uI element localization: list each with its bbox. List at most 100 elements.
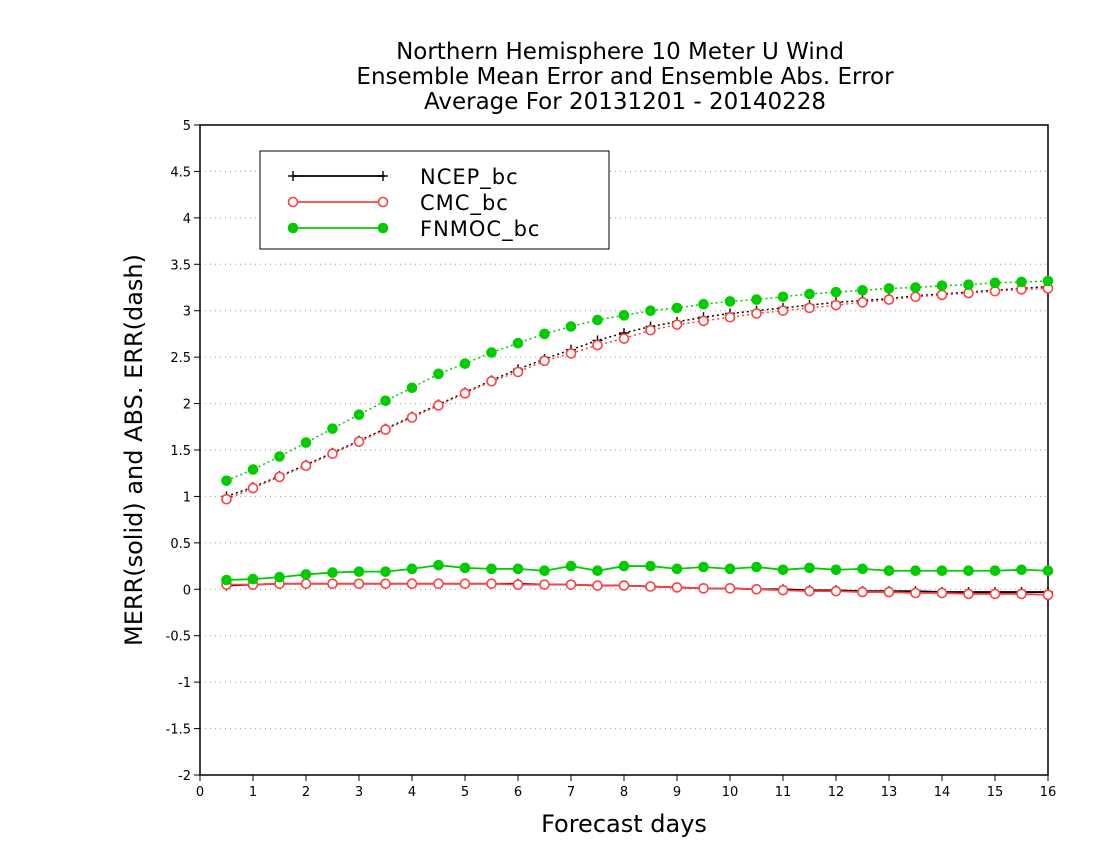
series-cmc-bc-merr-point — [380, 578, 391, 590]
gridlines — [200, 170, 1048, 730]
series-cmc-bc-merr-point — [1042, 589, 1054, 601]
x-tick-label: 8 — [620, 785, 628, 800]
series-cmc-bc-merr-point — [433, 578, 444, 590]
series-fnmoc-bc-abs-err-point — [274, 451, 285, 462]
series-fnmoc-bc-merr-point — [989, 565, 1001, 577]
series-fnmoc-bc-abs-err-point — [724, 296, 736, 307]
series-fnmoc-bc-abs-err-point — [406, 382, 418, 394]
x-tick-label: 9 — [673, 785, 681, 800]
legend-label: FNMOC_bc — [420, 217, 540, 242]
x-tick-label: 3 — [355, 785, 363, 800]
series-fnmoc-bc-merr-point — [327, 567, 338, 578]
series-fnmoc-bc-abs-err-point — [1042, 275, 1054, 287]
y-tick-label: 0.5 — [170, 537, 191, 552]
series-cmc-bc-abs-err-point — [565, 348, 577, 359]
series-cmc-bc-abs-err-point — [936, 289, 948, 301]
series-fnmoc-bc-merr-point — [883, 565, 895, 577]
y-tick-label: 1.5 — [170, 444, 191, 459]
legend-swatch-marker — [378, 171, 388, 181]
series-fnmoc-bc-merr-point — [963, 565, 974, 577]
y-tick-label: -2 — [178, 769, 191, 784]
series-fnmoc-bc-merr-point — [406, 563, 418, 575]
series-cmc-bc-merr-point — [327, 578, 338, 590]
legend-swatch-marker — [377, 222, 389, 234]
x-tick-label: 1 — [249, 785, 257, 800]
series-cmc-bc-merr-point — [989, 588, 1001, 600]
series-fnmoc-bc-merr-point — [804, 562, 815, 574]
series-fnmoc-bc-abs-err-point — [221, 475, 232, 486]
legend-entry-fnmoc-bc: FNMOC_bc — [287, 217, 540, 242]
series-fnmoc-bc-abs-err-point — [804, 288, 815, 300]
series-cmc-bc-abs-err-point — [830, 299, 842, 311]
series-cmc-bc-merr-point — [804, 585, 815, 597]
series-fnmoc-bc-abs-err-point — [671, 302, 683, 314]
series-fnmoc-bc-merr-point — [459, 562, 471, 574]
y-tick-label: 3 — [183, 305, 191, 320]
series-cmc-bc-abs-err-point — [804, 302, 815, 314]
series-fnmoc-bc-merr-point — [910, 565, 921, 577]
series-fnmoc-bc-abs-err-point — [486, 347, 497, 358]
series-cmc-bc-merr-point — [936, 587, 948, 599]
x-tick-label: 4 — [408, 785, 416, 800]
series-cmc-bc-merr-point — [671, 582, 683, 593]
series-fnmoc-bc-abs-err-point — [1016, 276, 1027, 288]
series-fnmoc-bc-abs-err-point — [777, 291, 789, 303]
x-tick-label: 11 — [775, 785, 792, 800]
series-fnmoc-bc-merr-point — [592, 565, 603, 577]
series-ncep-bc-abs-err-line — [226, 285, 1049, 498]
series-fnmoc-bc-merr-line — [226, 564, 1049, 581]
series-cmc-bc-merr-point — [300, 578, 312, 590]
series-cmc-bc-abs-err-point — [883, 294, 895, 305]
series-fnmoc-bc-merr-point — [671, 563, 683, 575]
series-fnmoc-bc-merr-point — [221, 574, 232, 586]
x-tick-label: 5 — [461, 785, 469, 800]
x-tick-label: 12 — [828, 785, 845, 800]
series-cmc-bc-abs-err-point — [751, 308, 762, 319]
series-cmc-bc-merr-point — [883, 586, 895, 598]
series-cmc-bc-abs-err-point — [910, 291, 921, 303]
x-tick-label: 10 — [722, 785, 739, 800]
series-cmc-bc-abs-err-point — [300, 460, 312, 472]
series-fnmoc-bc-abs-err-point — [989, 277, 1001, 289]
series-cmc-bc-merr-point — [645, 581, 656, 592]
series-cmc-bc-merr-point — [830, 585, 842, 597]
series-fnmoc-bc-abs-err-point — [353, 409, 365, 421]
series-fnmoc-bc-abs-err-line — [226, 280, 1049, 482]
y-tick-label: 3.5 — [170, 258, 191, 273]
series-fnmoc-bc-merr-point — [433, 559, 444, 571]
series-fnmoc-bc-abs-err-point — [512, 337, 524, 349]
series-fnmoc-bc-merr-point — [247, 573, 259, 585]
series-fnmoc-bc-abs-err-point — [936, 280, 948, 291]
y-axis-label: MERR(solid) and ABS. ERR(dash) — [120, 254, 148, 646]
series-cmc-bc-abs-err-point — [433, 400, 444, 411]
series-fnmoc-bc-merr-point — [353, 566, 365, 577]
x-axis: 0 1 2 3 4 5 6 7 8 9 10 11 12 13 14 15 16 — [196, 775, 1056, 800]
series-fnmoc-bc-abs-err-point — [698, 298, 709, 310]
series-fnmoc-bc-merr-point — [1042, 565, 1054, 577]
series-fnmoc-bc-merr-point — [1016, 564, 1027, 576]
series-fnmoc-bc-abs-err-point — [618, 310, 630, 321]
legend-swatch-marker — [377, 196, 389, 208]
legend-label: CMC_bc — [420, 191, 509, 216]
series-cmc-bc-merr-point — [910, 587, 921, 599]
series-cmc-bc-abs-err-point — [777, 305, 789, 317]
y-tick-label: 4 — [183, 212, 191, 227]
series-fnmoc-bc-merr-point — [830, 564, 842, 576]
series-cmc-bc-merr-point — [1016, 588, 1027, 600]
legend-swatch-marker — [287, 196, 299, 208]
series-cmc-bc-abs-err-point — [274, 471, 285, 483]
x-tick-label: 6 — [514, 785, 522, 800]
series-cmc-bc-merr-point — [751, 583, 762, 595]
series-cmc-bc-abs-err-point — [459, 388, 471, 399]
series-fnmoc-bc-abs-err-point — [459, 358, 471, 369]
series-cmc-bc-abs-err-point — [221, 493, 232, 505]
series-cmc-bc-merr-point — [698, 583, 709, 594]
series-fnmoc-bc-abs-err-point — [539, 328, 550, 340]
series-cmc-bc-merr-point — [777, 584, 789, 596]
series-fnmoc-bc-abs-err-point — [300, 437, 312, 448]
series-cmc-bc-abs-err-point — [486, 375, 497, 387]
series-layer — [221, 275, 1054, 601]
series-cmc-bc-merr-point — [565, 579, 577, 590]
